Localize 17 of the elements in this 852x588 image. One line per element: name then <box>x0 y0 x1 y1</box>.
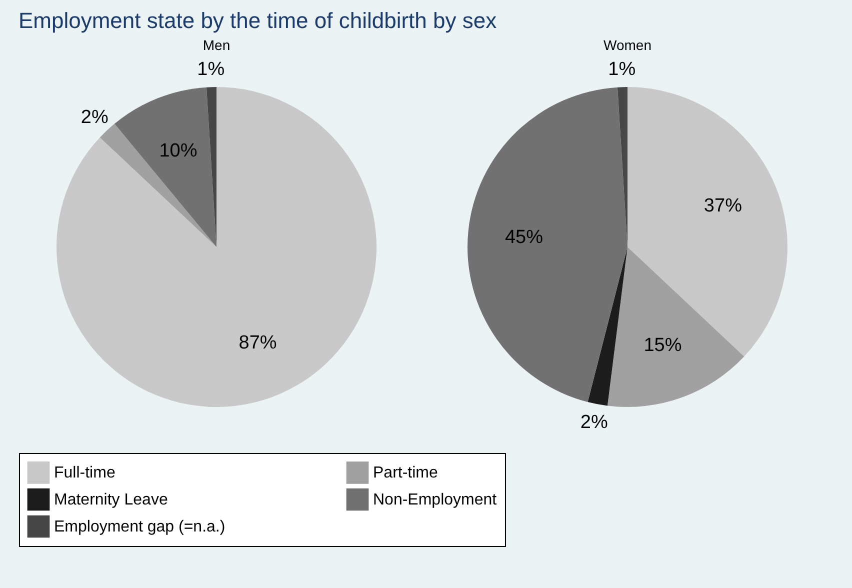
data-label: 45% <box>504 227 544 248</box>
legend-label: Non-Employment <box>373 492 498 508</box>
slice-label: Women <box>604 37 652 53</box>
chart-title: Employment state by the time of childbirth by sex <box>18 8 497 33</box>
data-label: 2% <box>580 412 608 433</box>
data-label: 1% <box>197 59 225 80</box>
data-label: 10% <box>159 140 198 162</box>
data-label: 87% <box>238 332 277 354</box>
slice-label: Men <box>202 37 230 53</box>
data-label: 15% <box>644 334 682 356</box>
legend-label: Full-time <box>54 464 116 482</box>
legend-label: Part-time <box>373 464 438 482</box>
data-label: 2% <box>80 107 108 128</box>
data-label: 1% <box>608 59 636 80</box>
data-label: 37% <box>704 196 742 217</box>
legend-label: Maternity Leave <box>54 492 168 508</box>
legend-label: Employment gap (=n.a.) <box>54 518 226 536</box>
